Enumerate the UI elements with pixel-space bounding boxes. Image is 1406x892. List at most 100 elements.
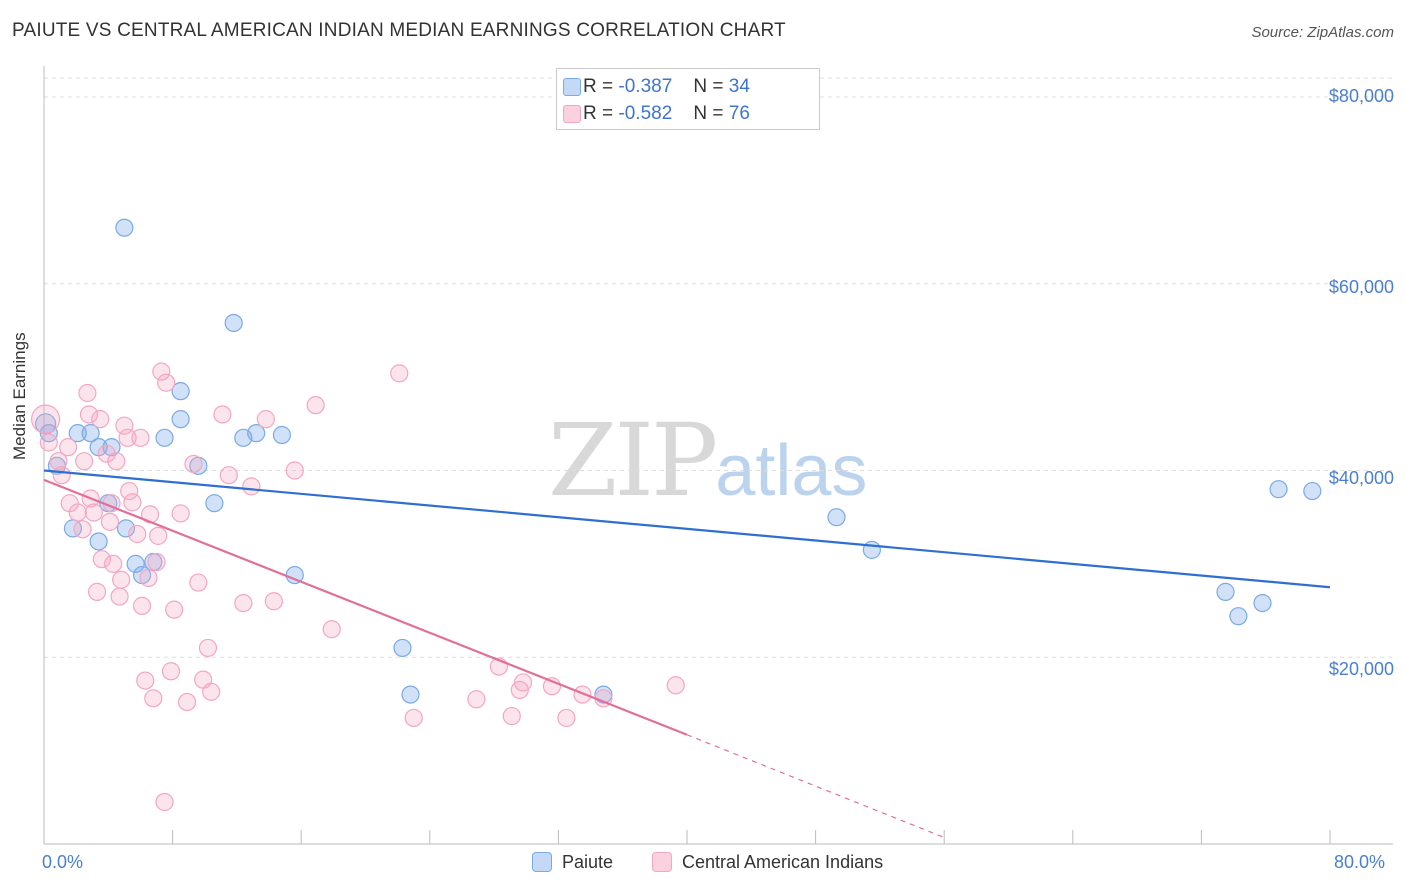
central-point [123,493,142,512]
central-point [189,573,208,592]
paiute-point [89,532,108,551]
central-point [128,524,147,544]
central-point [557,708,576,728]
y-tick-label: $40,000 [1328,468,1394,488]
central-point [198,638,218,658]
central-point [322,620,341,639]
central-point [502,706,521,726]
paiute-point [81,424,100,443]
central-point [132,596,152,615]
paiute-point [272,425,292,445]
x-tick-label-min: 0.0% [42,852,84,872]
paiute-point [393,638,412,658]
central-point [31,404,61,434]
central-point [264,592,283,611]
paiute-point [1229,607,1248,626]
paiute-point [1269,480,1288,499]
paiute-point [401,685,420,704]
central-point [573,685,592,704]
central-point [78,383,97,403]
central-swatch [563,105,581,123]
central-point [79,405,99,424]
central-point [118,428,137,447]
legend-item-paiute[interactable]: Paiute [532,852,613,873]
central-point [285,461,304,480]
central-point [75,452,94,471]
n-value: 34 [728,76,750,97]
central-point [467,690,486,709]
central-point [91,410,110,429]
central-point [107,452,126,471]
central-point [144,689,163,708]
central-point [213,405,232,424]
paiute-swatch [563,78,581,96]
central-point [219,466,238,485]
paiute-point [115,218,134,237]
paiute-point [171,410,190,429]
central-point [202,682,221,701]
r-value: -0.582 [618,103,673,124]
central-point [97,444,116,463]
central-point [184,454,203,474]
central-point [120,481,139,501]
watermark: ZIPatlas [548,402,868,519]
paiute-point [1253,593,1272,613]
paiute-point [247,424,266,443]
paiute-point [35,413,57,435]
central-point [155,792,174,812]
central-point [152,362,171,381]
central-point [306,396,325,415]
stats-row-central: R = -0.582 N = 76 [563,103,750,125]
central-point [136,671,155,690]
y-tick-label: $80,000 [1328,86,1394,106]
central-point [104,554,123,573]
central-point [157,373,176,392]
central-point [513,673,533,692]
central-point [59,438,78,457]
central-point [666,676,685,695]
paiute-point [827,508,846,527]
n-label: N = [693,103,724,124]
central-point [52,466,71,485]
x-tick-label-max: 80.0% [1334,852,1386,872]
central-point [73,520,92,539]
paiute-point [126,554,145,573]
source-label: Source: ZipAtlas.com [1251,24,1394,41]
central-point [390,364,409,383]
legend-item-central[interactable]: Central American Indians [652,852,883,873]
central-point [165,600,184,619]
central-point [139,568,158,587]
central-point [68,503,87,522]
legend-swatch-paiute [532,852,552,872]
central-point [171,504,190,523]
legend-label: Central American Indians [682,852,884,872]
central-point [112,570,131,589]
central-point [147,552,166,572]
central-point [242,477,261,496]
central-point [39,433,58,452]
legend-swatch-central [652,852,672,872]
stats-row-paiute: R = -0.387 N = 34 [563,76,750,98]
paiute-point [1303,481,1322,501]
paiute-point [205,494,224,513]
r-label: R = [583,76,614,97]
central-point [92,550,111,569]
central-trend-extension [686,734,945,839]
paiute-point [68,424,87,443]
chart-title: PAIUTE VS CENTRAL AMERICAN INDIAN MEDIAN… [12,20,786,41]
central-point [256,410,275,429]
central-point [234,593,253,613]
paiute-point [862,540,881,559]
central-point [177,692,197,712]
paiute-point [1216,582,1235,601]
y-tick-label: $20,000 [1328,659,1394,679]
n-label: N = [693,76,724,97]
central-point [100,512,120,531]
central-point [161,662,181,681]
legend-label: Paiute [562,852,614,872]
paiute-trend-line [43,469,1331,589]
paiute-point [171,382,190,401]
y-tick-label: $60,000 [1328,277,1394,297]
central-point [149,526,168,545]
